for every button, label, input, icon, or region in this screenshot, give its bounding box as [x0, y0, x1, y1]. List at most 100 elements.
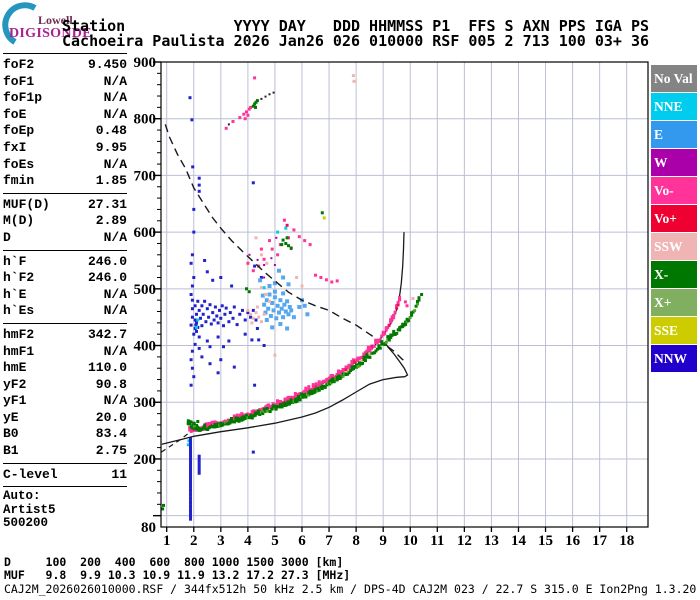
- param-value: N/A: [103, 73, 127, 89]
- param-row-hf2: h`F2 246.0: [3, 270, 127, 287]
- echo-scatter-points: [161, 74, 424, 511]
- param-value: 246.0: [87, 270, 127, 286]
- param-value: 246.0: [87, 253, 127, 269]
- legend-item-nne: NNE: [651, 93, 697, 120]
- svg-text:5: 5: [271, 533, 279, 549]
- param-row-hes: h`Es N/A: [3, 303, 127, 320]
- svg-text:17: 17: [592, 533, 608, 549]
- svg-text:500: 500: [134, 282, 157, 298]
- param-row-fmin: fmin 1.85: [3, 173, 127, 190]
- param-row-hmf1: hmF1 N/A: [3, 344, 127, 361]
- param-row-b0: B0 83.4: [3, 426, 127, 443]
- param-row-md: M(D) 2.89: [3, 213, 127, 230]
- echo-traces: [186, 295, 421, 433]
- svg-text:9: 9: [379, 533, 387, 549]
- panel-divider: [3, 486, 127, 488]
- param-name: hmF1: [3, 343, 35, 359]
- param-row-b1: B1 2.75: [3, 443, 127, 460]
- param-row-hme: hmE 110.0: [3, 360, 127, 377]
- param-value: N/A: [103, 393, 127, 409]
- legend-item-nnw: NNW: [651, 345, 697, 372]
- param-value: N/A: [103, 229, 127, 245]
- svg-text:18: 18: [619, 533, 634, 549]
- legend-item-e: E: [651, 121, 697, 148]
- svg-text:900: 900: [134, 55, 157, 71]
- param-value: 90.8: [95, 376, 127, 392]
- scatter-royal_blue: [188, 96, 266, 454]
- param-name: yF1: [3, 393, 27, 409]
- panel-divider: [3, 192, 127, 194]
- svg-text:14: 14: [511, 533, 527, 549]
- logo-arc-icon: [2, 2, 37, 45]
- legend-item-w: W: [651, 149, 697, 176]
- svg-text:3: 3: [217, 533, 225, 549]
- param-row-foep: foEp 0.48: [3, 123, 127, 140]
- svg-text:80: 80: [141, 520, 156, 536]
- param-value: N/A: [103, 286, 127, 302]
- param-value: 342.7: [87, 326, 127, 342]
- logo-lowell-text: Lowell: [38, 13, 73, 27]
- param-name: foEp: [3, 123, 35, 139]
- transmission-curve-dashed: [164, 124, 407, 364]
- param-row-fof2: foF2 9.450: [3, 57, 127, 74]
- param-name: foF1p: [3, 90, 43, 106]
- panel-divider: [3, 249, 127, 251]
- logo-digisonde-text: DIGISONDE: [9, 26, 92, 41]
- svg-text:11: 11: [430, 533, 444, 549]
- param-row-d: D N/A: [3, 230, 127, 247]
- legend-item-vo: Vo-: [651, 177, 697, 204]
- param-name: foF2: [3, 57, 35, 72]
- param-row-fof1: foF1 N/A: [3, 74, 127, 91]
- header-field-values-row: Cachoeira Paulista 2026 Jan26 026 010000…: [62, 32, 649, 50]
- param-row-fxi: fxI 9.95: [3, 140, 127, 157]
- scatter-light_blue: [258, 268, 310, 331]
- legend-item-vo: Vo+: [651, 205, 697, 232]
- interference-columns: [189, 437, 201, 521]
- muf-values-row: MUF 9.8 9.9 10.3 10.9 11.9 13.2 17.2 27.…: [4, 568, 351, 582]
- svg-text:600: 600: [134, 225, 157, 241]
- autoscaler-info-line: Auto:: [3, 489, 41, 504]
- param-name: D: [3, 229, 11, 245]
- param-row-ye: yE 20.0: [3, 410, 127, 427]
- param-value: 20.0: [95, 409, 127, 425]
- param-value: 27.31: [87, 196, 127, 212]
- autoscaler-info-line: Artist5: [3, 502, 56, 517]
- svg-text:300: 300: [134, 395, 157, 411]
- param-name: B0: [3, 426, 19, 442]
- svg-text:16: 16: [565, 533, 581, 549]
- param-name: yF2: [3, 376, 27, 392]
- param-value: 9.450: [87, 57, 127, 72]
- param-row-clevel: C-level 11: [3, 467, 127, 484]
- param-value: 83.4: [95, 426, 127, 442]
- param-row-yf1: yF1 N/A: [3, 393, 127, 410]
- svg-text:700: 700: [134, 168, 157, 184]
- param-value: 2.89: [95, 213, 127, 229]
- param-name: h`F: [3, 253, 27, 269]
- legend-item-x: X-: [651, 261, 697, 288]
- scatter-red: [285, 223, 289, 227]
- svg-text:400: 400: [134, 339, 157, 355]
- param-value: 9.95: [95, 139, 127, 155]
- panel-divider: [3, 322, 127, 324]
- param-name: fxI: [3, 139, 27, 155]
- param-value: 2.75: [95, 443, 127, 459]
- param-row-hmf2: hmF2 342.7: [3, 327, 127, 344]
- param-name: M(D): [3, 213, 35, 229]
- plot-gridlines: [161, 62, 648, 527]
- svg-text:2: 2: [190, 533, 198, 549]
- svg-text:6: 6: [298, 533, 306, 549]
- svg-text:4: 4: [244, 533, 252, 549]
- param-row-foes: foEs N/A: [3, 157, 127, 174]
- param-value: 0.48: [95, 123, 127, 139]
- digisonde-logo: Lowell DIGISONDE: [2, 2, 112, 46]
- param-name: B1: [3, 443, 19, 459]
- param-name: hmE: [3, 360, 27, 376]
- param-row-foe: foE N/A: [3, 107, 127, 124]
- param-name: foE: [3, 106, 27, 122]
- legend-item-sse: SSE: [651, 317, 697, 344]
- param-value: N/A: [103, 156, 127, 172]
- header-field-names-row: Station YYYY DAY DDD HHMMSS P1 FFS S AXN…: [62, 17, 649, 35]
- svg-text:13: 13: [484, 533, 499, 549]
- parameter-panel: foF2 9.450 foF1 N/A foF1p N/A foE N/A foEp 0.48 fx…: [3, 50, 127, 531]
